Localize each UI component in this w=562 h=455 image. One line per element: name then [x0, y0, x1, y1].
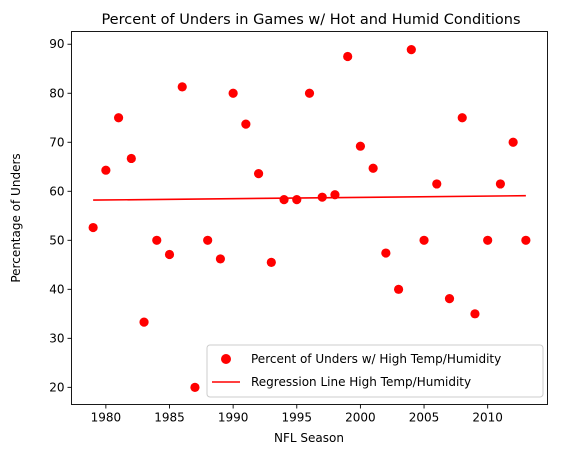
data-point: [139, 318, 148, 327]
data-point: [165, 250, 174, 259]
y-tick-label: 50: [49, 233, 64, 247]
legend-marker-scatter: [221, 354, 231, 364]
data-point: [292, 195, 301, 204]
legend-label-line: Regression Line High Temp/Humidity: [251, 375, 471, 389]
data-point: [89, 223, 98, 232]
data-point: [394, 285, 403, 294]
regression-line: [93, 196, 526, 200]
data-point: [318, 193, 327, 202]
data-point: [101, 166, 110, 175]
data-point: [203, 236, 212, 245]
data-point: [190, 383, 199, 392]
data-point: [114, 113, 123, 122]
data-point: [267, 258, 276, 267]
data-point: [458, 113, 467, 122]
y-tick-label: 80: [49, 86, 64, 100]
x-axis-label: NFL Season: [274, 431, 344, 445]
x-tick-label: 1995: [281, 411, 312, 425]
y-tick-label: 30: [49, 331, 64, 345]
data-point: [279, 195, 288, 204]
data-point: [216, 254, 225, 263]
data-point: [470, 309, 479, 318]
data-point: [369, 164, 378, 173]
data-point: [254, 169, 263, 178]
y-tick-label: 90: [49, 37, 64, 51]
data-point: [305, 89, 314, 98]
legend-label-scatter: Percent of Unders w/ High Temp/Humidity: [251, 352, 501, 366]
y-tick-label: 70: [49, 135, 64, 149]
data-point: [445, 294, 454, 303]
x-tick-label: 2005: [409, 411, 440, 425]
data-point: [127, 154, 136, 163]
data-point: [356, 142, 365, 151]
data-point: [229, 89, 238, 98]
data-point: [521, 236, 530, 245]
x-tick-label: 1990: [218, 411, 249, 425]
data-point: [496, 179, 505, 188]
data-point: [330, 190, 339, 199]
data-point: [419, 236, 428, 245]
x-tick-label: 2000: [345, 411, 376, 425]
y-tick-label: 40: [49, 282, 64, 296]
data-point: [509, 138, 518, 147]
data-point: [152, 236, 161, 245]
data-point: [483, 236, 492, 245]
data-point: [432, 179, 441, 188]
data-point: [381, 248, 390, 257]
y-axis-label: Percentage of Unders: [9, 153, 23, 282]
data-point: [343, 52, 352, 61]
data-point: [241, 120, 250, 129]
data-point: [407, 45, 416, 54]
y-tick-label: 60: [49, 184, 64, 198]
legend: Percent of Unders w/ High Temp/Humidity …: [207, 345, 543, 397]
chart-title: Percent of Unders in Games w/ Hot and Hu…: [101, 12, 520, 28]
data-point: [178, 82, 187, 91]
x-tick-label: 1985: [154, 411, 185, 425]
y-tick-label: 20: [49, 380, 64, 394]
x-tick-label: 2010: [472, 411, 503, 425]
x-tick-label: 1980: [91, 411, 122, 425]
